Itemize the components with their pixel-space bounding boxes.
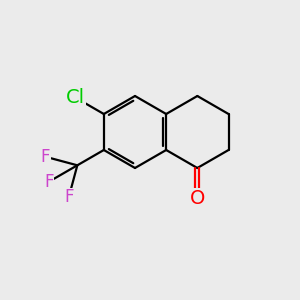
Text: Cl: Cl (66, 88, 85, 107)
Text: F: F (44, 173, 53, 191)
Text: F: F (64, 188, 74, 206)
Text: F: F (41, 148, 50, 166)
Text: O: O (190, 189, 205, 208)
